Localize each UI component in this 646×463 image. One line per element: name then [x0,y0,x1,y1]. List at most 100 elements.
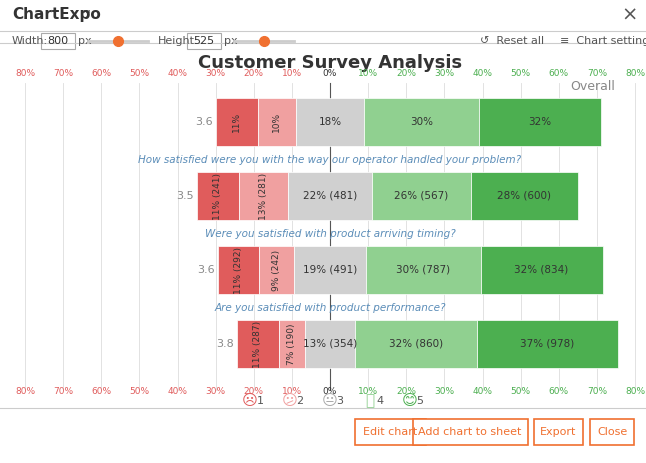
Bar [479,98,601,146]
Bar [278,320,305,368]
Text: 40%: 40% [167,387,187,395]
Text: 😊: 😊 [402,394,418,408]
Text: 80%: 80% [15,387,35,395]
Text: 32% (860): 32% (860) [389,339,443,349]
Text: 40%: 40% [167,69,187,77]
Text: 20%: 20% [396,69,416,77]
Text: 11% (287): 11% (287) [253,320,262,368]
Text: Customer Survey Analysis: Customer Survey Analysis [198,54,462,72]
Text: 18%: 18% [318,117,342,127]
Text: 5: 5 [417,396,424,406]
Text: 60%: 60% [91,387,111,395]
Text: 10%: 10% [272,112,281,132]
Text: Close: Close [597,427,627,437]
Text: 70%: 70% [587,387,607,395]
Text: 30%: 30% [434,387,454,395]
Text: Are you satisfied with product performance?: Are you satisfied with product performan… [214,303,446,313]
Text: 3.6: 3.6 [197,265,214,275]
Bar [218,246,260,294]
Text: 😕: 😕 [282,394,298,408]
Text: ™: ™ [82,8,92,18]
Bar [196,172,238,219]
FancyBboxPatch shape [187,33,221,49]
Text: 13% (354): 13% (354) [303,339,357,349]
Text: ChartExpo: ChartExpo [12,7,101,23]
Text: Export: Export [540,427,576,437]
Bar [236,320,278,368]
Text: 80%: 80% [15,69,35,77]
Text: 3.6: 3.6 [195,117,213,127]
FancyBboxPatch shape [41,33,75,49]
Text: Height:: Height: [158,36,198,46]
Text: 0%: 0% [323,387,337,395]
Text: 2: 2 [297,396,304,406]
Text: 70%: 70% [53,69,73,77]
Text: 3.8: 3.8 [216,339,233,349]
Text: 60%: 60% [548,387,569,395]
Text: ↺  Reset all: ↺ Reset all [480,36,544,46]
Text: Add chart to sheet: Add chart to sheet [419,427,522,437]
Text: 3: 3 [337,396,344,406]
Text: 11% (241): 11% (241) [213,173,222,219]
Text: 800: 800 [47,36,68,46]
Text: 70%: 70% [53,387,73,395]
Text: 28% (600): 28% (600) [497,191,552,201]
FancyBboxPatch shape [355,419,426,445]
Text: Overall: Overall [570,80,615,94]
Bar [372,172,471,219]
Text: 13% (281): 13% (281) [259,172,268,219]
Text: 40%: 40% [472,69,492,77]
Bar [481,246,603,294]
Bar [260,246,294,294]
Text: ☹: ☹ [242,394,258,408]
Bar [294,246,366,294]
Text: 40%: 40% [472,387,492,395]
Text: 26% (567): 26% (567) [394,191,448,201]
Text: 3.5: 3.5 [176,191,193,201]
Text: 20%: 20% [244,69,264,77]
Text: 32% (834): 32% (834) [514,265,568,275]
Bar [471,172,578,219]
Text: 🙂: 🙂 [366,394,375,408]
Text: 11% (292): 11% (292) [234,246,243,294]
Text: 1: 1 [256,396,264,406]
Text: 7% (190): 7% (190) [287,323,297,365]
Text: 30% (787): 30% (787) [397,265,450,275]
Text: ≡  Chart settings: ≡ Chart settings [560,36,646,46]
Bar [238,172,288,219]
FancyBboxPatch shape [534,419,583,445]
Text: 50%: 50% [129,69,149,77]
Text: 9% (242): 9% (242) [272,250,281,291]
Bar [296,98,364,146]
Text: Edit chart: Edit chart [363,427,417,437]
Text: 20%: 20% [244,387,264,395]
Bar [258,98,296,146]
Text: 22% (481): 22% (481) [303,191,357,201]
Text: Were you satisfied with product arriving timing?: Were you satisfied with product arriving… [205,229,455,239]
Text: 50%: 50% [510,69,530,77]
Bar [355,320,477,368]
Text: 50%: 50% [510,387,530,395]
Text: 4: 4 [377,396,384,406]
Text: 10%: 10% [282,69,302,77]
Text: 30%: 30% [434,69,454,77]
Text: 30%: 30% [410,117,433,127]
Text: 37% (978): 37% (978) [520,339,574,349]
Text: ×: × [622,6,638,25]
Text: 80%: 80% [625,69,645,77]
Text: 60%: 60% [548,69,569,77]
Text: 10%: 10% [358,69,378,77]
Text: 30%: 30% [205,387,225,395]
Text: 80%: 80% [625,387,645,395]
Bar [366,246,481,294]
Text: 60%: 60% [91,69,111,77]
Text: 525: 525 [193,36,214,46]
Text: 😐: 😐 [322,394,338,408]
FancyBboxPatch shape [590,419,634,445]
Text: Width:: Width: [12,36,48,46]
Bar [477,320,618,368]
Bar [364,98,479,146]
Text: px: px [224,36,238,46]
FancyBboxPatch shape [413,419,528,445]
Text: 10%: 10% [358,387,378,395]
